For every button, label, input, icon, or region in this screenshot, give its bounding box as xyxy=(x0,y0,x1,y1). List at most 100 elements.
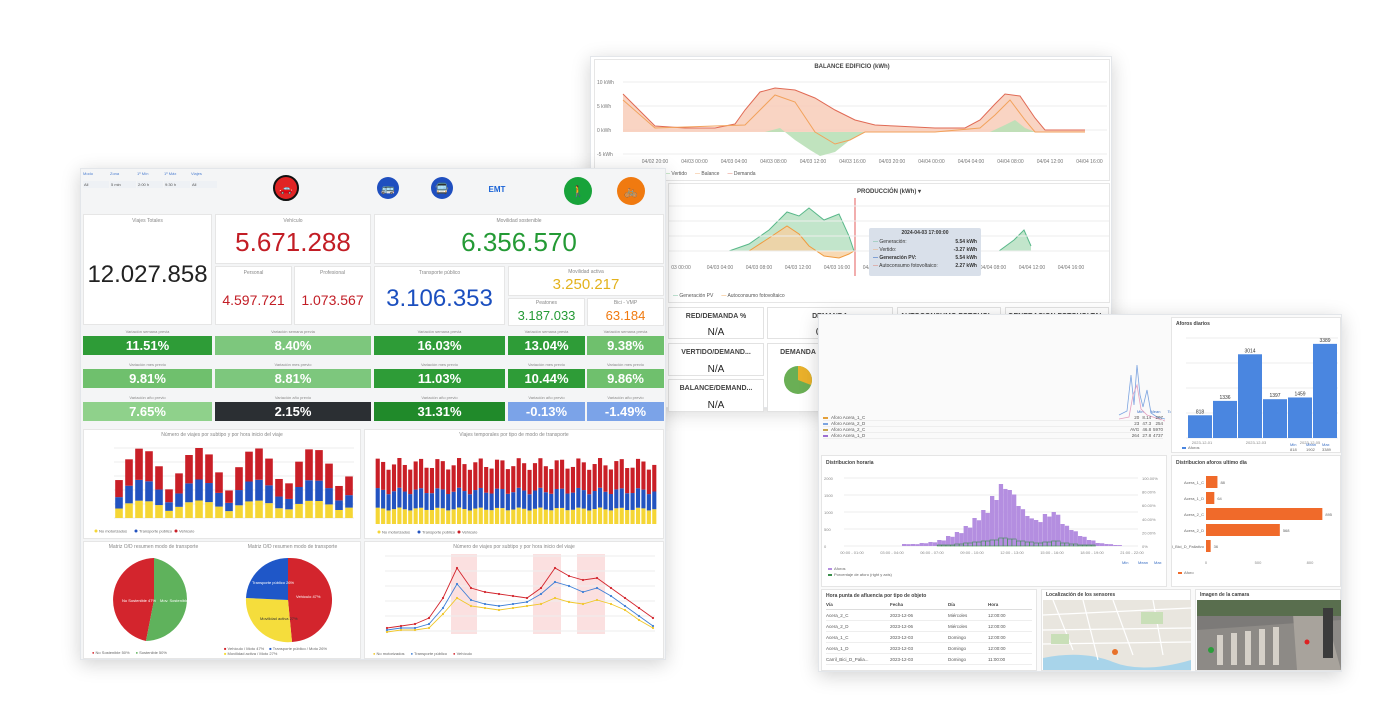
bar-segment-transporte-publico xyxy=(446,494,451,511)
filter-value[interactable]: 2:00 h xyxy=(137,181,163,188)
bar-segment-transporte-publico xyxy=(255,479,263,501)
bar-segment-vehiculo xyxy=(255,448,263,480)
car-icon[interactable]: 🚗 xyxy=(273,175,299,201)
lastday-legend: Aforo xyxy=(1184,570,1194,575)
filter-value[interactable]: 5 min xyxy=(110,181,136,188)
bar-segment-vehiculo xyxy=(185,455,193,484)
bar-segment-no-motorizados xyxy=(614,508,619,524)
kpi-sostenible-value: 6.356.570 xyxy=(461,226,577,257)
filter-value[interactable]: 9:30 h xyxy=(164,181,190,188)
bar-segment-no-motorizados xyxy=(467,510,472,524)
series-point xyxy=(651,626,655,630)
filter-2[interactable]: 1º Mín 2:00 h xyxy=(137,171,163,191)
trip-lines-chart xyxy=(385,554,655,634)
bar-segment-no-motorizados xyxy=(215,506,223,518)
produccion-panel: PRODUCCIÓN (kWh) ▾ 03 00:00 04/03 04:00 04… xyxy=(668,183,1110,303)
series-row: Aforo Acera_1_D 264 27.8 4737 xyxy=(823,433,1163,439)
legend-dot xyxy=(134,529,138,533)
filter-1[interactable]: Zona 5 min xyxy=(110,171,136,191)
lastday-bar xyxy=(1206,524,1280,536)
produccion-title[interactable]: PRODUCCIÓN (kWh) ▾ xyxy=(669,188,1109,195)
pie2-label-0: Transporte público 26% xyxy=(252,580,295,585)
bike-icon[interactable]: 🚲 xyxy=(617,177,645,205)
bar-segment-transporte-publico xyxy=(275,496,283,509)
peak-header-cell[interactable]: Hora xyxy=(988,602,999,607)
series-point xyxy=(511,594,515,598)
hdr-mean: Mean xyxy=(1150,409,1161,414)
bar-segment-no-motorizados xyxy=(429,509,435,524)
hourly-bar xyxy=(1025,516,1030,546)
bar-segment-no-motorizados xyxy=(489,510,494,524)
hourly-bar xyxy=(981,510,986,546)
bus-icon[interactable]: 🚌 xyxy=(377,177,399,199)
bar-segment-vehiculo xyxy=(397,458,402,488)
bar-segment-vehiculo xyxy=(440,461,445,490)
bar-segment-transporte-publico xyxy=(125,485,133,504)
pie1-label-1: Mov. Sostenible 53% xyxy=(160,598,198,603)
bus-icon-glyph: 🚌 xyxy=(381,182,395,195)
peak-cell: 12:00:00 xyxy=(988,645,1006,651)
peak-header-cell[interactable]: Vía xyxy=(826,602,833,607)
bar-segment-no-motorizados xyxy=(275,508,283,518)
hourly-bar xyxy=(1108,544,1114,546)
produccion-xtick: 04/03 12:00 xyxy=(785,265,812,271)
filter-4[interactable]: Viajes All xyxy=(191,171,217,191)
bar-segment-transporte-publico xyxy=(581,490,586,509)
series-point xyxy=(595,586,599,590)
series-point xyxy=(399,626,403,630)
filter-3[interactable]: 1º Máx 9:30 h xyxy=(164,171,190,191)
filter-value[interactable]: All xyxy=(191,181,217,188)
pie2-title: Matriz O/D resumen modo de transporte xyxy=(247,544,338,550)
energy-kpi: RED/DEMANDA % N/A xyxy=(668,307,764,339)
lastday-value: 568 xyxy=(1283,528,1290,533)
series-point xyxy=(413,628,417,632)
bar-segment-transporte-publico xyxy=(195,479,203,501)
bar-segment-transporte-publico xyxy=(408,494,413,511)
bar-segment-vehiculo xyxy=(429,467,435,494)
bar-segment-transporte-publico xyxy=(467,494,472,511)
peak-cell: Miércoles xyxy=(948,623,968,629)
variation-cell: 11.51% xyxy=(83,336,212,355)
sensor-marker[interactable] xyxy=(1112,649,1118,655)
bar-segment-vehiculo xyxy=(646,469,651,495)
bar-segment-vehiculo xyxy=(165,489,173,503)
bar-segment-vehiculo xyxy=(462,464,467,492)
chevron-down-icon[interactable]: ▾ xyxy=(918,189,922,195)
filter-0[interactable]: Modo All xyxy=(83,171,109,191)
sensor-map[interactable] xyxy=(1043,600,1191,670)
hourly-right-tick: 20.00% xyxy=(1142,530,1156,535)
series-point xyxy=(567,584,571,588)
filter-value[interactable]: All xyxy=(83,181,109,188)
bar-segment-vehiculo xyxy=(587,469,592,495)
bar-segment-vehiculo xyxy=(516,458,521,488)
legend-dot xyxy=(174,529,178,533)
peak-cell: 12:00:00 xyxy=(988,623,1006,629)
balance-xtick: 04/03 12:00 xyxy=(800,159,827,165)
trip-lines-panel: Número de viajes por subtipo y por hora … xyxy=(364,541,664,659)
walk-icon[interactable]: 🚶 xyxy=(564,177,592,205)
peak-header-cell[interactable]: Fecha xyxy=(890,602,904,607)
bike-icon-glyph: 🚲 xyxy=(624,185,638,198)
bar-segment-transporte-publico xyxy=(619,488,624,508)
bar-segment-no-motorizados xyxy=(473,508,478,524)
bus-front-icon[interactable]: 🚍 xyxy=(431,177,453,199)
legend-dot xyxy=(417,530,421,534)
aforos-mini-chart xyxy=(1118,364,1166,422)
emt-logo[interactable]: EMT xyxy=(485,177,509,201)
peak-header-cell[interactable]: Día xyxy=(948,602,956,607)
bar-segment-vehiculo xyxy=(175,473,183,494)
hourly-stat-header: Min xyxy=(1122,560,1128,565)
series-swatch xyxy=(823,422,828,425)
daily-xtick: 2023-12-01 xyxy=(1192,440,1213,445)
lines-legend: ● No motorizados ● Transporte público ● … xyxy=(373,651,472,656)
bar-segment-transporte-publico xyxy=(215,492,223,507)
bar-segment-transporte-publico xyxy=(375,488,380,508)
legend-demanda: Demanda xyxy=(733,171,756,177)
bar-segment-vehiculo xyxy=(215,472,223,493)
bar-segment-vehiculo xyxy=(625,468,630,494)
series-row: Aforo Acera_2_D 23 47.3 254 xyxy=(823,421,1163,427)
tooltip-key: — Autoconsumo fotovoltaico: xyxy=(873,262,938,270)
peak-cell: Miércoles xyxy=(948,612,968,618)
bar-segment-transporte-publico xyxy=(205,483,213,503)
bar-segment-no-motorizados xyxy=(505,510,510,524)
